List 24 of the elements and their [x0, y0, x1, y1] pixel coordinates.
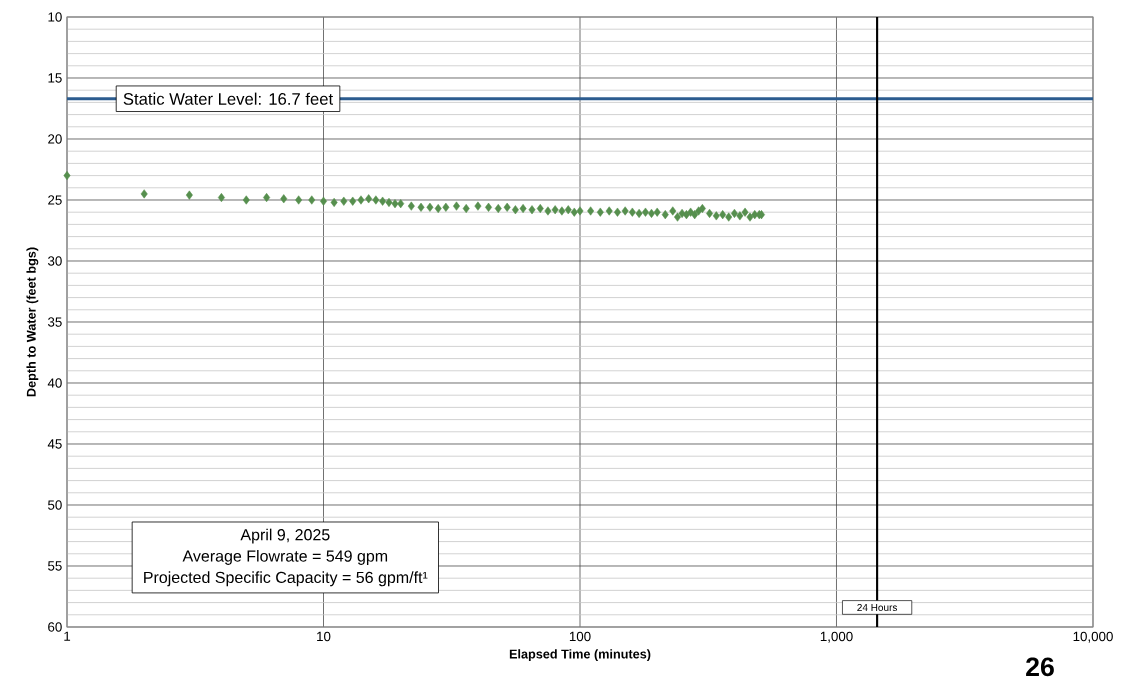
annotation: Projected Specific Capacity = 56 gpm/ft¹ — [144, 571, 428, 587]
text: 26 — [1026, 657, 1054, 677]
y-tick-label: 15 — [48, 73, 62, 83]
x-tick-label: 1,000 — [820, 631, 853, 643]
y-tick-label: 45 — [47, 439, 62, 449]
y-tick-label: 55 — [48, 561, 62, 571]
y-tick-label: 35 — [47, 317, 62, 327]
annotation: Average Flowrate = 549 gpm — [182, 550, 388, 565]
annotation: April 9, 2025 — [240, 528, 330, 544]
x-tick-label: 1 — [64, 631, 71, 641]
y-tick-label: 25 — [48, 195, 62, 205]
y-tick-label: 60 — [48, 622, 62, 632]
y-tick-label: 40 — [47, 378, 62, 388]
x-tick-label: 100 — [569, 631, 591, 642]
ref-line-label: 24 Hours — [857, 603, 898, 612]
y-tick-label: 50 — [48, 500, 62, 510]
y-tick-label: 20 — [48, 134, 62, 144]
y-tick-label: 30 — [47, 256, 62, 266]
x-tick-label: 10,000 — [1073, 631, 1113, 643]
x-axis-title: Elapsed Time (minutes) — [509, 649, 651, 662]
ref-line-label: Static Water Level: 16.7 feet — [123, 92, 334, 105]
y-axis-title: Depth to Water (feet bgs) — [26, 247, 39, 397]
y-tick-label: 10 — [48, 12, 62, 22]
x-tick-label: 10 — [317, 631, 331, 642]
